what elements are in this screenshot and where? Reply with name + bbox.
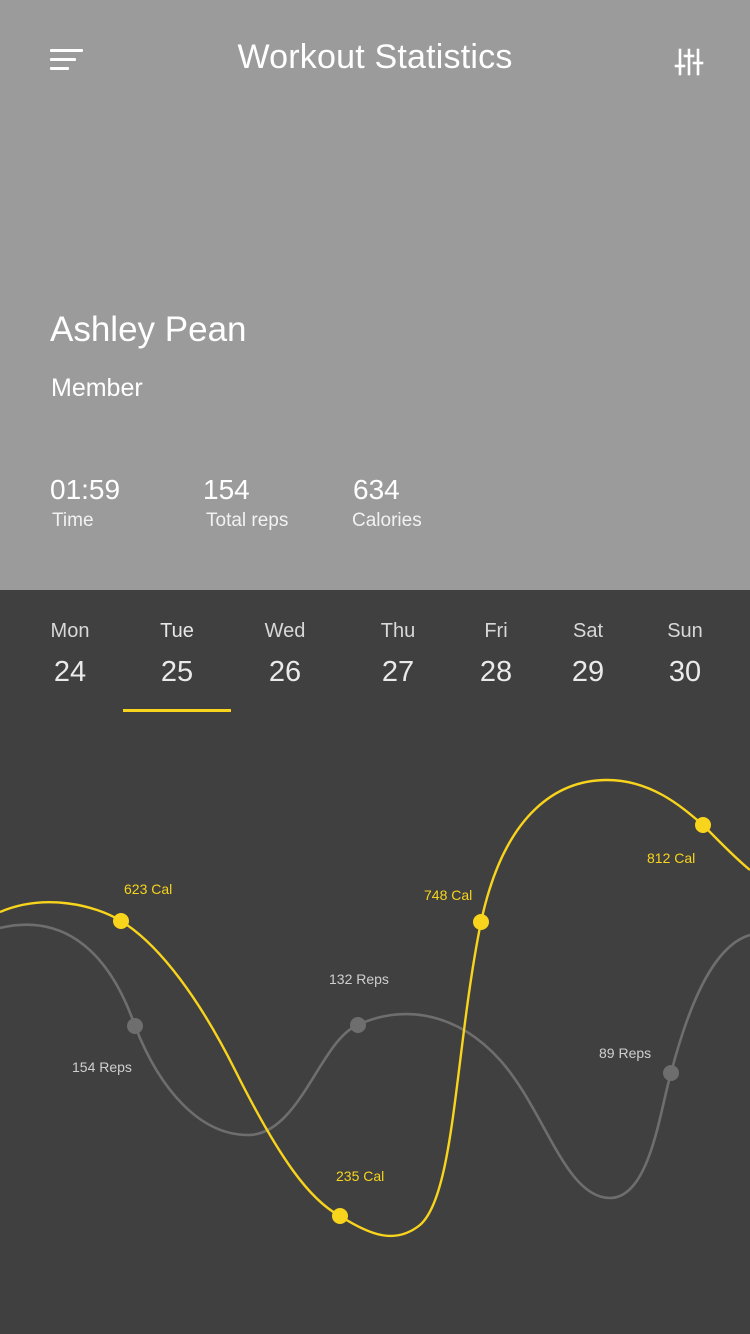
user-name: Ashley Pean xyxy=(50,310,247,349)
workout-chart: 623 Cal 235 Cal 748 Cal 812 Cal 154 Reps… xyxy=(0,778,750,1238)
stat-calories: 634 Calories xyxy=(352,474,422,532)
day-date: 28 xyxy=(479,656,513,688)
user-role: Member xyxy=(51,374,143,402)
calories-point[interactable] xyxy=(113,913,129,929)
day-date: 26 xyxy=(268,656,302,688)
day-name: Sat xyxy=(572,620,604,642)
calories-label: 812 Cal xyxy=(647,850,695,866)
day-date: 27 xyxy=(381,656,415,688)
day-name: Wed xyxy=(264,620,306,642)
calories-label: 623 Cal xyxy=(124,881,172,897)
stat-label: Time xyxy=(52,510,94,531)
reps-label: 132 Reps xyxy=(329,971,389,987)
calories-label: 748 Cal xyxy=(424,887,472,903)
stat-value: 01:59 xyxy=(50,474,121,505)
reps-line xyxy=(0,923,750,1200)
day-tab-thu[interactable]: Thu 27 xyxy=(343,590,453,710)
day-date: 24 xyxy=(53,656,87,688)
day-date: 30 xyxy=(668,656,702,688)
day-name: Sun xyxy=(667,620,703,642)
selected-day-indicator xyxy=(123,709,231,712)
calories-label: 235 Cal xyxy=(336,1168,384,1184)
day-name: Mon xyxy=(50,620,90,642)
reps-point[interactable] xyxy=(127,1018,143,1034)
day-selector: Mon 24 Tue 25 Wed 26 Thu 27 Fri 28 Sat 2… xyxy=(0,590,750,720)
day-date: 29 xyxy=(571,656,605,688)
day-tab-tue[interactable]: Tue 25 xyxy=(122,590,232,710)
page-title: Workout Statistics xyxy=(237,38,513,76)
reps-point[interactable] xyxy=(350,1017,366,1033)
day-tab-mon[interactable]: Mon 24 xyxy=(15,590,125,710)
day-tab-sun[interactable]: Sun 30 xyxy=(630,590,740,710)
calories-point[interactable] xyxy=(332,1208,348,1224)
stat-total-reps: 154 Total reps xyxy=(203,474,288,532)
stat-label: Total reps xyxy=(206,510,289,531)
day-tab-sat[interactable]: Sat 29 xyxy=(533,590,643,710)
stat-label: Calories xyxy=(352,510,422,531)
sliders-icon[interactable] xyxy=(670,44,708,80)
day-tab-fri[interactable]: Fri 28 xyxy=(441,590,551,710)
stat-value: 634 xyxy=(353,474,400,505)
reps-label: 154 Reps xyxy=(72,1059,132,1075)
calories-point[interactable] xyxy=(473,914,489,930)
reps-point[interactable] xyxy=(663,1065,679,1081)
calories-point[interactable] xyxy=(695,817,711,833)
calories-line xyxy=(0,778,750,1238)
day-date: 25 xyxy=(160,656,194,688)
stat-time: 01:59 Time xyxy=(50,474,120,532)
profile-header: Workout Statistics Ashley Pean Member 01… xyxy=(0,0,750,590)
day-name: Tue xyxy=(160,620,194,642)
stat-value: 154 xyxy=(203,474,250,505)
day-name: Fri xyxy=(484,620,508,642)
day-name: Thu xyxy=(380,620,416,642)
reps-label: 89 Reps xyxy=(599,1045,651,1061)
day-tab-wed[interactable]: Wed 26 xyxy=(230,590,340,710)
hamburger-menu-icon[interactable] xyxy=(44,42,90,82)
